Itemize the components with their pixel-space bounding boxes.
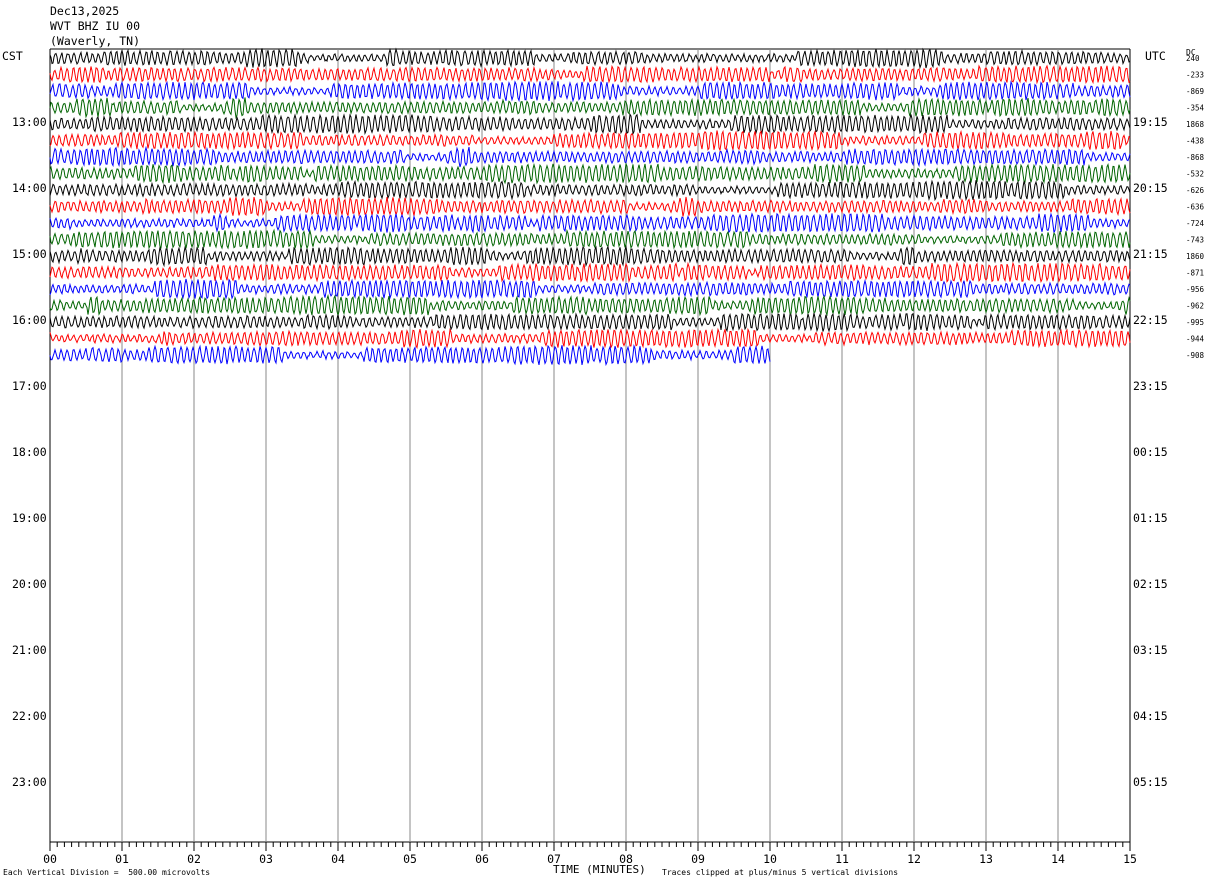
trace-line	[49, 113, 1131, 136]
dc-offset-label: -908	[1186, 351, 1205, 360]
x-tick-label: 09	[691, 852, 705, 866]
utc-hour-label: 03:15	[1133, 643, 1168, 657]
clip-note: Traces clipped at plus/minus 5 vertical …	[662, 868, 899, 877]
x-axis-title: TIME (MINUTES)	[553, 863, 646, 876]
x-tick-label: 08	[619, 852, 633, 866]
x-tick-label: 14	[1051, 852, 1065, 866]
x-tick-label: 03	[259, 852, 273, 866]
utc-hour-label: 00:15	[1133, 445, 1168, 459]
x-tick-label: 07	[547, 852, 561, 866]
dc-labels: 240 -233 -869 -354 1868 -438 -868 -532 -626 -636 -…	[1186, 54, 1205, 360]
utc-hour-label: 05:15	[1133, 775, 1168, 789]
dc-offset-label: -724	[1186, 219, 1205, 228]
dc-offset-label: -869	[1186, 87, 1204, 96]
scale-note: Each Vertical Division = 500.00 microvol…	[3, 868, 211, 877]
hour-labels: 13:00 14:00 15:00 16:00 17:00 18:00 19:00 20:00…	[12, 115, 1168, 789]
trace-line	[49, 212, 1131, 235]
dc-offset-label: -871	[1186, 269, 1204, 278]
x-tick-label: 10	[763, 852, 777, 866]
x-tick-label: 15	[1123, 852, 1137, 866]
dc-offset-label: -995	[1186, 318, 1204, 327]
utc-hour-label: 22:15	[1133, 313, 1168, 327]
trace-line	[49, 312, 1131, 333]
cst-hour-label: 22:00	[12, 709, 47, 723]
dc-offset-label: -626	[1186, 186, 1205, 195]
trace-line	[49, 244, 1131, 268]
dc-offset-label: -636	[1186, 203, 1205, 212]
trace-line	[49, 145, 1131, 168]
cst-label: CST	[2, 49, 23, 63]
trace-line	[49, 196, 1131, 218]
x-tick-label: 04	[331, 852, 345, 866]
station-label: WVT BHZ IU 00	[50, 19, 141, 33]
dc-label: DC	[1186, 48, 1196, 57]
utc-hour-label: 04:15	[1133, 709, 1168, 723]
cst-hour-label: 23:00	[12, 775, 47, 789]
utc-hour-label: 19:15	[1133, 115, 1168, 129]
dc-offset-label: -868	[1186, 153, 1205, 162]
dc-offset-label: -438	[1186, 137, 1205, 146]
x-tick-label: 01	[115, 852, 129, 866]
utc-hour-label: 21:15	[1133, 247, 1168, 261]
dc-offset-label: -233	[1186, 71, 1204, 80]
trace-line	[49, 344, 771, 367]
x-tick-label: 06	[475, 852, 489, 866]
cst-hour-label: 15:00	[12, 247, 47, 261]
cst-hour-label: 14:00	[12, 181, 47, 195]
cst-hour-label: 21:00	[12, 643, 47, 657]
x-tick-label: 00	[43, 852, 57, 866]
trace-line	[49, 129, 1131, 152]
dc-offset-label: -962	[1186, 302, 1204, 311]
utc-hour-label: 01:15	[1133, 511, 1168, 525]
x-tick-label: 05	[403, 852, 417, 866]
trace-line	[49, 64, 1131, 85]
utc-hour-label: 23:15	[1133, 379, 1168, 393]
trace-line	[49, 97, 1131, 120]
dc-offset-label: 1860	[1186, 252, 1205, 261]
x-tick-label: 12	[907, 852, 921, 866]
trace-line	[49, 162, 1131, 185]
dc-offset-label: 1868	[1186, 120, 1205, 129]
trace-line	[49, 80, 1131, 103]
x-tick-label: 11	[835, 852, 849, 866]
cst-hour-label: 16:00	[12, 313, 47, 327]
date-label: Dec13,2025	[50, 4, 120, 18]
utc-label: UTC	[1145, 49, 1166, 63]
trace-line	[49, 47, 1131, 70]
cst-hour-label: 19:00	[12, 511, 47, 525]
dc-offset-label: -532	[1186, 170, 1204, 179]
cst-hour-label: 13:00	[12, 115, 47, 129]
x-tick-label: 13	[979, 852, 993, 866]
dc-offset-label: -743	[1186, 236, 1204, 245]
trace-line	[49, 293, 1131, 317]
trace-line	[49, 179, 1131, 202]
trace-line	[49, 327, 1131, 350]
utc-hour-label: 20:15	[1133, 181, 1168, 195]
trace-line	[49, 278, 1131, 300]
dc-offset-label: -354	[1186, 104, 1205, 113]
cst-hour-label: 18:00	[12, 445, 47, 459]
trace-line	[49, 228, 1131, 250]
cst-hour-label: 20:00	[12, 577, 47, 591]
location-label: (Waverly, TN)	[50, 34, 141, 48]
x-axis: 00 01 02 03 04 05 06 07 08 09 10 11 12 13 14 15	[43, 842, 1137, 866]
x-tick-label: 02	[187, 852, 201, 866]
dc-offset-label: 240	[1186, 54, 1200, 63]
dc-offset-label: -956	[1186, 285, 1205, 294]
traces	[49, 47, 1131, 367]
dc-offset-label: -944	[1186, 335, 1205, 344]
trace-line	[49, 261, 1131, 284]
cst-hour-label: 17:00	[12, 379, 47, 393]
utc-hour-label: 02:15	[1133, 577, 1168, 591]
